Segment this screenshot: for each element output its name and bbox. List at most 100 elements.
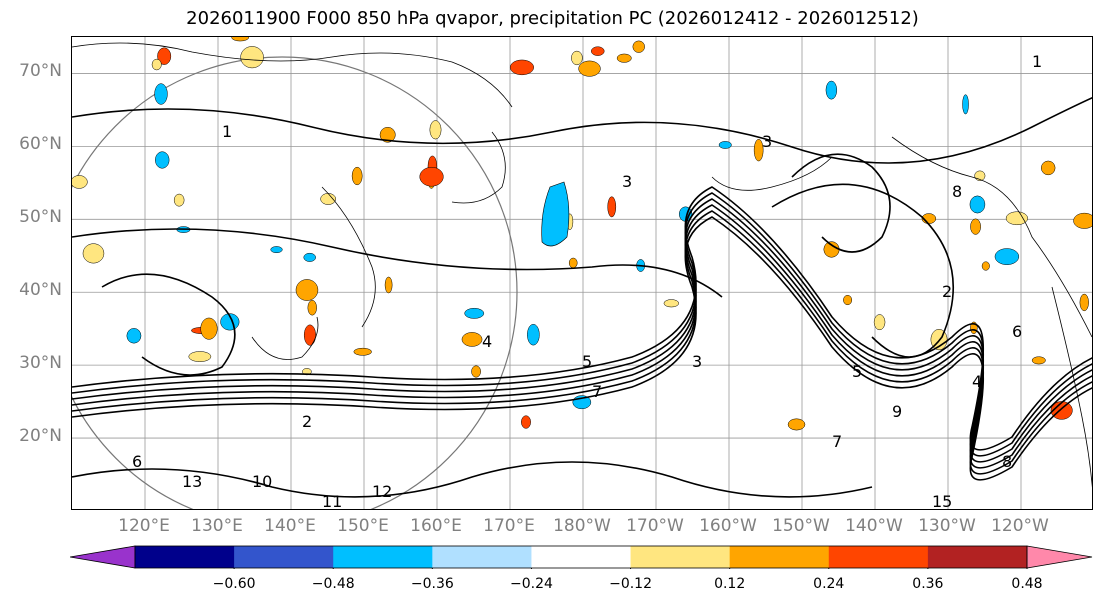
- contour-line: [101, 273, 236, 376]
- precip-patch: [154, 83, 168, 105]
- precip-patch: [419, 166, 444, 187]
- colorbar-tick-label: −0.60: [212, 576, 256, 592]
- precip-patch: [1050, 401, 1073, 420]
- lon-label: 170°E: [483, 516, 535, 536]
- precip-patch: [72, 175, 88, 189]
- contour-label: 6: [132, 452, 142, 471]
- precip-patch: [823, 241, 840, 258]
- coastline: [72, 42, 513, 108]
- precip-patch: [873, 314, 886, 331]
- precip-patch-large: [541, 181, 570, 247]
- precip-patch: [429, 120, 442, 140]
- colorbar-tick-label: −0.24: [509, 576, 553, 592]
- colorbar-swatch: [927, 546, 1028, 568]
- contour-label: 7: [832, 432, 842, 451]
- colorbar-tick-label: 0.24: [813, 576, 845, 592]
- precip-patch: [303, 324, 316, 346]
- precip-patch: [231, 37, 250, 42]
- graticule: [72, 37, 1092, 509]
- precip-patch: [200, 317, 218, 340]
- precip-patch: [126, 328, 142, 344]
- contour-label: 8: [952, 182, 962, 201]
- colorbar-tick-label: −0.12: [609, 576, 652, 592]
- colorbar-swatch: [135, 546, 235, 568]
- precip-patch: [173, 193, 185, 207]
- precip-patch: [1031, 356, 1046, 365]
- colorbar-swatch: [630, 546, 731, 568]
- precip-patch: [753, 139, 764, 162]
- contour-line: [72, 198, 1092, 463]
- colorbar-swatch: [234, 546, 334, 568]
- contour-label: 13: [182, 472, 202, 491]
- precip-patch: [578, 60, 601, 77]
- contour-line: [791, 153, 891, 253]
- map-panel: 1 1 2 2 3 3 3 4 4 5 5 6 6 7 7 8 8 9 10 11 12 13 15: [71, 36, 1093, 510]
- lon-label: 160°E: [410, 516, 462, 536]
- colorbar-tick-label: −0.36: [410, 576, 454, 592]
- contour-label: 15: [932, 492, 952, 510]
- precip-patch: [353, 347, 372, 356]
- colorbar-max-extend: [1026, 545, 1093, 569]
- lon-label: 130°W: [918, 516, 976, 536]
- lon-label: 160°W: [699, 516, 757, 536]
- precip-patch: [464, 307, 485, 319]
- contour-line: [72, 192, 1092, 457]
- contour-label: 12: [372, 482, 392, 501]
- lon-label: 140°E: [264, 516, 316, 536]
- precip-patch: [270, 246, 283, 254]
- contour-line: [72, 228, 723, 298]
- colorbar-swatch: [828, 546, 929, 568]
- precip-patch: [521, 415, 531, 429]
- precip-patch: [571, 50, 583, 66]
- precip-patch: [379, 126, 396, 143]
- precip-patch: [962, 94, 969, 115]
- lat-label: 60°N: [19, 134, 62, 155]
- precip-patch: [461, 332, 483, 347]
- colorbar-swatch: [531, 546, 632, 568]
- lon-label: 120°W: [991, 516, 1049, 536]
- precip-patch: [632, 40, 645, 53]
- lat-label: 20°N: [19, 426, 62, 447]
- precip-patch: [568, 257, 578, 269]
- precip-patch: [1079, 293, 1089, 312]
- precip-patch: [718, 141, 732, 149]
- range-ring: [72, 56, 518, 509]
- precip-patch: [1005, 211, 1028, 226]
- precip-patch: [1073, 212, 1092, 229]
- lat-label: 70°N: [19, 61, 62, 82]
- contour-label: 4: [482, 332, 492, 351]
- precip-patch: [151, 58, 162, 71]
- contour-line: [771, 183, 954, 358]
- contour-label: 2: [302, 412, 312, 431]
- colorbar-tick-label: 0.36: [912, 576, 944, 592]
- colorbar-outline: [134, 545, 1028, 569]
- colorbar: [70, 545, 1093, 569]
- coastline: [251, 316, 319, 360]
- precip-patch: [82, 243, 105, 264]
- coastline: [1051, 286, 1092, 488]
- precip-patch: [188, 351, 212, 362]
- precip-patch: [320, 193, 336, 205]
- precip-patch: [351, 166, 363, 186]
- contour-label: 7: [592, 382, 602, 401]
- lon-label: 130°E: [191, 516, 243, 536]
- colorbar-swatch: [333, 546, 433, 568]
- precip-patch: [994, 248, 1020, 265]
- contour-label: 6: [1012, 322, 1022, 341]
- coastline: [321, 186, 376, 328]
- colorbar-swatch: [432, 546, 532, 568]
- precip-patch: [591, 46, 605, 56]
- precip-patch: [787, 418, 806, 431]
- precip-patch: [843, 294, 853, 306]
- precip-patch: [969, 195, 986, 214]
- colorbar-tick-label: 0.48: [1011, 576, 1043, 592]
- contour-label: 11: [322, 492, 342, 510]
- coastlines: [72, 42, 1092, 488]
- contour-label: 5: [852, 362, 862, 381]
- contour-line: [72, 461, 873, 498]
- precip-patch: [825, 80, 838, 100]
- precip-patch: [240, 46, 264, 69]
- contour-label: 9: [892, 402, 902, 421]
- precip-patch: [607, 196, 617, 218]
